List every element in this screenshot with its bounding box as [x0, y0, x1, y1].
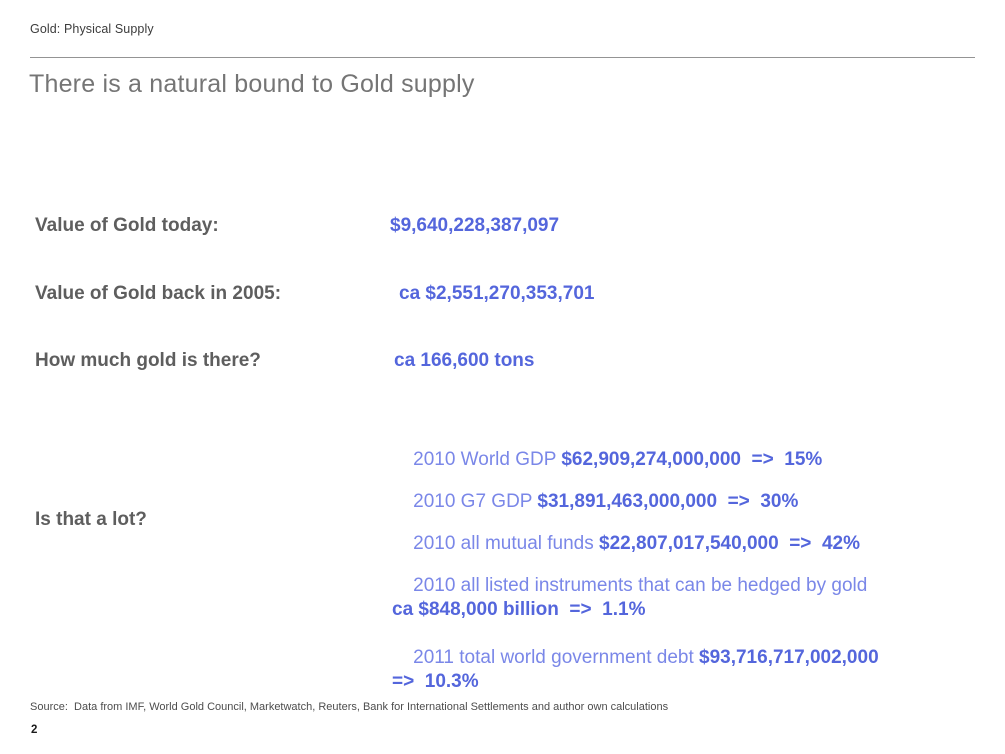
source-note: Source: Data from IMF, World Gold Counci…: [30, 701, 669, 713]
comparison-label-is-that-a-lot: Is that a lot?: [35, 509, 147, 530]
comparison-figure: $22,807,017,540,000 => 42%: [599, 533, 860, 554]
page-number: 2: [31, 724, 38, 736]
comparison-lead: 2010 G7 GDP: [413, 491, 538, 512]
fact-label-how-much-gold: How much gold is there?: [35, 350, 261, 371]
comparison-item-world-gdp: 2010 World GDP $62,909,274,000,000 => 15…: [392, 424, 972, 496]
fact-label-value-today: Value of Gold today:: [35, 215, 219, 236]
comparison-item-mutual-funds: 2010 all mutual funds $22,807,017,540,00…: [392, 508, 972, 580]
comparison-figure: $62,909,274,000,000 => 15%: [561, 449, 823, 470]
header-divider: [30, 57, 975, 58]
slide-eyebrow: Gold: Physical Supply: [30, 22, 154, 36]
fact-label-value-2005: Value of Gold back in 2005:: [35, 283, 282, 304]
comparison-figure: $93,716,717,002,000: [699, 647, 879, 668]
fact-value-today: $9,640,228,387,097: [390, 215, 560, 236]
comparison-item-g7-gdp: 2010 G7 GDP $31,891,463,000,000 => 30%: [392, 466, 972, 538]
comparison-lead: 2010 all listed instruments that can be …: [413, 575, 868, 596]
comparison-lead: 2011 total world government debt: [413, 647, 700, 668]
comparison-figure: $31,891,463,000,000 => 30%: [537, 491, 799, 512]
comparison-lead: 2010 all mutual funds: [413, 533, 600, 554]
slide-title: There is a natural bound to Gold supply: [29, 70, 475, 98]
comparison-item-hedged-instruments: 2010 all listed instruments that can be …: [392, 550, 972, 670]
fact-value-2005: ca $2,551,270,353,701: [399, 283, 595, 304]
comparison-lead: 2010 World GDP: [413, 449, 562, 470]
comparison-item-government-debt: 2011 total world government debt $93,716…: [392, 622, 972, 742]
fact-value-how-much-gold: ca 166,600 tons: [394, 350, 535, 371]
comparison-figure-line2: ca $848,000 billion => 1.1%: [392, 599, 646, 620]
comparison-figure-line2: => 10.3%: [392, 671, 479, 692]
